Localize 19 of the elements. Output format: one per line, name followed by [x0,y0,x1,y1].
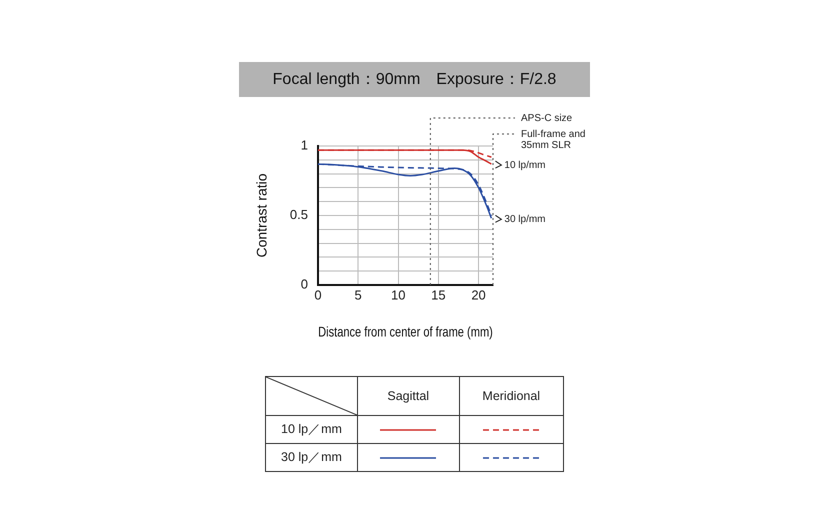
y-axis-title: Contrast ratio [253,173,270,258]
y-tick-label: 1 [300,138,308,153]
ref-line-label: APS-C size [521,112,573,124]
text: 10 lp／mm [266,416,358,444]
ref-line-label: Full-frame and 35mm SLR [521,128,586,151]
y-tick-label: 0 [300,276,308,292]
annotation: 10 lp/mm [504,160,546,171]
x-tick-label: 0 [314,287,322,302]
text: Sagittal [358,376,459,416]
x-axis-title: Distance from center of frame (mm) [318,324,493,340]
x-tick-label: 5 [354,287,362,302]
x-tick-label: 10 [391,287,406,302]
x-tick-label: 15 [431,287,446,302]
y-tick-label: 0.5 [290,207,308,222]
annotation: 30 lp/mm [504,214,546,226]
chart-title: Focal length：90mm Exposure：F/2.8 [239,62,590,97]
text: 30 lp／mm [266,444,358,472]
text: Meridional [459,376,564,416]
x-tick-label: 20 [471,287,486,302]
